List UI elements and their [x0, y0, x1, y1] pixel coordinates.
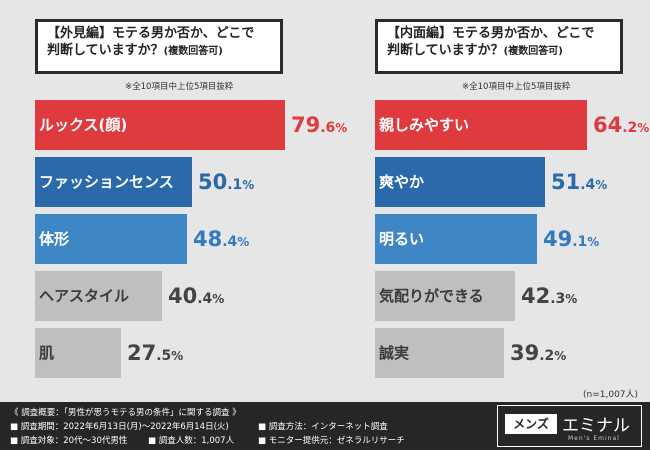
- left-bar-value-2-int: 50: [198, 170, 228, 194]
- left-chart-note: ※全10項目中上位5項目抜粋: [125, 82, 234, 92]
- right-bar-value-1: 64.2%: [593, 100, 649, 150]
- left-bar-value-1-pct: %: [335, 121, 348, 135]
- right-bar-value-1-pct: %: [637, 121, 650, 135]
- right-bar-value-1-int: 64: [593, 113, 623, 137]
- survey-method: ■ 調査方法：インターネット調査: [258, 422, 388, 432]
- left-bar-label-5: 肌: [39, 344, 55, 362]
- survey-footer: 《 調査概要：「男性が思うモテる男の条件」に関する調査 》 ■ 調査期間：202…: [0, 402, 650, 450]
- right-bar-value-3-pct: %: [587, 235, 600, 249]
- right-bar-value-1-dec: .2: [622, 120, 638, 136]
- right-bar-value-3: 49.1%: [543, 214, 599, 264]
- right-bar-value-4-int: 42: [521, 284, 551, 308]
- right-chart-note: ※全10項目中上位5項目抜粋: [462, 82, 571, 92]
- left-bar-5: [35, 328, 121, 378]
- right-bar-value-2-dec: .4: [580, 177, 596, 193]
- right-bar-value-3-int: 49: [543, 227, 573, 251]
- right-bar-label-5: 誠実: [379, 344, 410, 362]
- sample-count: (n=1,007人): [583, 390, 639, 400]
- left-bar-value-5-pct: %: [171, 349, 184, 363]
- survey-people: ■ 調査人数：1,007人: [148, 436, 235, 446]
- left-title-line2: 判断していますか？: [47, 43, 164, 58]
- right-bar-label-4: 気配りができる: [379, 287, 484, 305]
- left-bar-value-2-dec: .1: [227, 177, 243, 193]
- survey-period: ■ 調査期間：2022年6月13日(月)～2022年6月14日(火): [10, 422, 229, 432]
- left-bar-value-5-int: 27: [127, 341, 157, 365]
- left-bar-value-4-dec: .4: [197, 291, 213, 307]
- left-bar-1: [35, 100, 285, 150]
- right-bar-value-5-dec: .2: [539, 348, 555, 364]
- right-bar-value-4-pct: %: [565, 292, 578, 306]
- right-bar-value-3-dec: .1: [572, 234, 588, 250]
- right-chart-title: 【内面編】モテる男か否か、どこで 判断していますか？(複数回答可): [375, 19, 623, 74]
- survey-provider: ■ モニター提供元：ゼネラルリサーチ: [258, 436, 405, 446]
- right-bar-1: [375, 100, 587, 150]
- left-bar-2: [35, 157, 192, 207]
- survey-target: ■ 調査対象：20代～30代男性: [10, 436, 128, 446]
- right-title-suffix: (複数回答可): [503, 46, 563, 57]
- logo-main-text: エミナル: [562, 416, 630, 436]
- left-bar-value-2: 50.1%: [198, 157, 254, 207]
- logo-mens-text: メンズ: [505, 414, 557, 434]
- left-bar-value-3-dec: .4: [222, 234, 238, 250]
- left-bar-value-1-dec: .6: [320, 120, 336, 136]
- right-bar-value-2-pct: %: [595, 178, 608, 192]
- left-bar-value-1: 79.6%: [291, 100, 347, 150]
- survey-title: 《 調査概要：「男性が思うモテる男の条件」に関する調査 》: [10, 408, 241, 418]
- left-bar-3: [35, 214, 187, 264]
- brand-logo: メンズ エミナル Men's Eminal: [497, 405, 642, 447]
- left-bar-label-3: 体形: [39, 230, 70, 248]
- right-bar-value-5-pct: %: [554, 349, 567, 363]
- left-bar-4: [35, 271, 162, 321]
- right-bar-5: [375, 328, 504, 378]
- left-title-suffix: (複数回答可): [163, 46, 223, 57]
- right-bar-value-4-dec: .3: [550, 291, 566, 307]
- left-bar-value-4-pct: %: [212, 292, 225, 306]
- left-bar-value-5: 27.5%: [127, 328, 183, 378]
- left-bar-value-5-dec: .5: [156, 348, 172, 364]
- right-bar-value-5-int: 39: [510, 341, 540, 365]
- left-bar-value-4-int: 40: [168, 284, 198, 308]
- left-bar-value-3-int: 48: [193, 227, 223, 251]
- left-bar-label-2: ファッションセンス: [39, 173, 174, 191]
- right-bar-label-2: 爽やか: [379, 173, 425, 191]
- left-bar-value-2-pct: %: [242, 178, 255, 192]
- right-bar-value-4: 42.3%: [521, 271, 577, 321]
- right-bar-value-5: 39.2%: [510, 328, 566, 378]
- right-bar-label-1: 親しみやすい: [379, 116, 470, 134]
- left-chart-title: 【外見編】モテる男か否か、どこで 判断していますか？(複数回答可): [35, 19, 283, 74]
- left-bar-label-1: ルックス(顔): [39, 116, 128, 134]
- right-bar-2: [375, 157, 545, 207]
- left-bar-value-4: 40.4%: [168, 271, 224, 321]
- logo-sub-text: Men's Eminal: [568, 435, 620, 442]
- right-title-line1: 【内面編】モテる男か否か、どこで: [387, 26, 595, 41]
- right-bar-label-3: 明るい: [379, 230, 425, 248]
- left-bar-value-1-int: 79: [291, 113, 321, 137]
- left-bar-label-4: ヘアスタイル: [39, 287, 130, 305]
- left-title-line1: 【外見編】モテる男か否か、どこで: [47, 26, 255, 41]
- left-bar-value-3: 48.4%: [193, 214, 249, 264]
- right-bar-3: [375, 214, 537, 264]
- right-bar-4: [375, 271, 515, 321]
- right-title-line2: 判断していますか？: [387, 43, 504, 58]
- right-bar-value-2-int: 51: [551, 170, 581, 194]
- left-bar-value-3-pct: %: [237, 235, 250, 249]
- right-bar-value-2: 51.4%: [551, 157, 607, 207]
